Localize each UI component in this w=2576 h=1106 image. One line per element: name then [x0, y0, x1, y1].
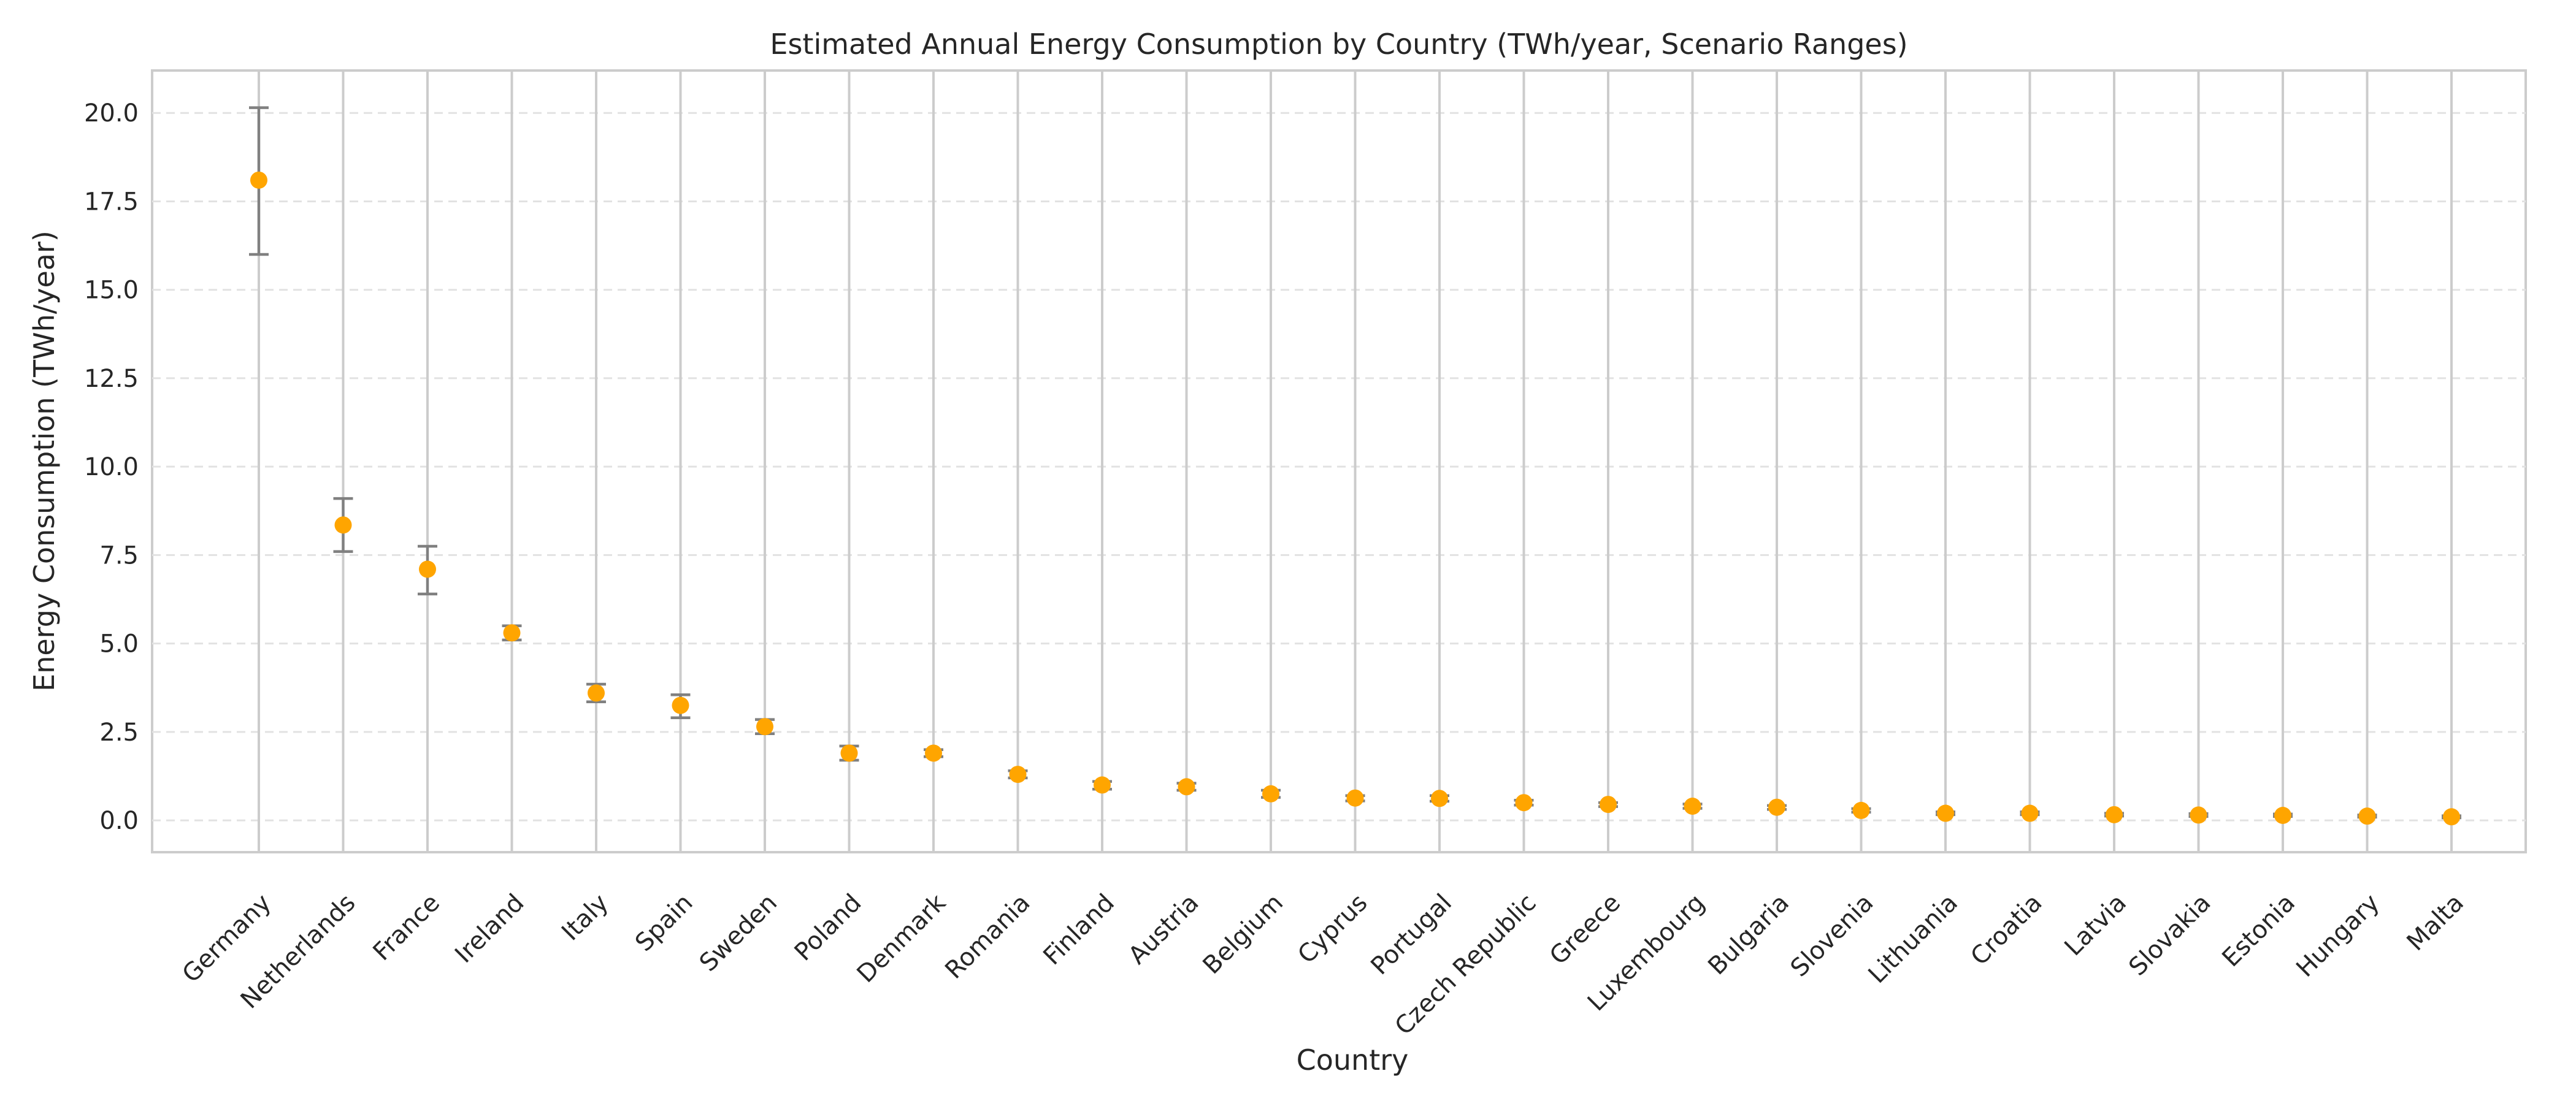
data-point: [925, 744, 942, 762]
y-tick-labels: 0.0 2.5 5.0 7.5 10.0 12.5 15.0 17.5 20.0: [84, 99, 139, 835]
plot-area: [151, 69, 2527, 853]
y-tick-label: 7.5: [99, 541, 139, 570]
x-tick-label: Latvia: [2059, 889, 2132, 962]
data-point: [588, 684, 605, 702]
data-point: [1937, 804, 1954, 822]
x-tick-label: Finland: [1038, 889, 1120, 971]
data-point: [2021, 804, 2039, 822]
grid-layer: [152, 71, 2526, 852]
x-tick-label: Poland: [789, 889, 867, 967]
x-tick-label: Sweden: [694, 889, 783, 977]
x-axis-label: Country: [1297, 1043, 1409, 1077]
x-tick-label: Belgium: [1198, 889, 1289, 980]
data-point: [1600, 796, 1617, 814]
y-tick-label: 5.0: [99, 630, 139, 658]
y-tick-label: 20.0: [84, 99, 139, 128]
data-point: [672, 696, 689, 714]
data-point: [1346, 789, 1364, 807]
data-point: [503, 624, 521, 642]
y-tick-label: 2.5: [99, 719, 139, 747]
data-point: [1178, 778, 1195, 796]
data-point: [840, 744, 858, 762]
x-tick-label: Ireland: [450, 889, 529, 969]
y-axis-label: Energy Consumption (TWh/year): [28, 231, 61, 692]
x-tick-label: Estonia: [2217, 889, 2301, 973]
x-tick-label: Lithuania: [1863, 889, 1964, 990]
x-tick-label: Malta: [2402, 889, 2470, 957]
data-point: [2190, 806, 2207, 824]
data-point: [1094, 776, 1111, 794]
y-tick-label: 10.0: [84, 453, 139, 481]
data-point: [1515, 794, 1533, 812]
data-point: [2358, 807, 2376, 825]
x-tick-label: Italy: [556, 889, 614, 947]
x-tick-label: Cyprus: [1292, 889, 1373, 969]
data-point: [419, 560, 436, 578]
x-tick-label: Spain: [630, 889, 699, 958]
point-layer: [250, 171, 2460, 826]
y-tick-label: 17.5: [84, 188, 139, 216]
x-tick-label: Croatia: [1965, 889, 2047, 971]
y-tick-label: 15.0: [84, 276, 139, 305]
x-tick-label: Greece: [1544, 889, 1626, 971]
data-point: [1768, 798, 1785, 816]
x-tick-label: Bulgaria: [1703, 889, 1795, 981]
x-tick-label: Hungary: [2291, 889, 2385, 983]
x-tick-label: Austria: [1123, 889, 1204, 970]
y-tick-label: 12.5: [84, 365, 139, 393]
data-point: [1684, 798, 1701, 815]
x-tick-label: Romania: [940, 889, 1035, 985]
data-point: [1852, 801, 1870, 819]
data-point: [2106, 806, 2123, 823]
data-point: [1009, 766, 1027, 784]
x-tick-label: Czech Republic: [1390, 889, 1542, 1041]
data-point: [1431, 790, 1448, 807]
data-point: [250, 171, 267, 189]
data-point: [334, 516, 352, 534]
y-tick-label: 0.0: [99, 807, 139, 835]
data-point: [1262, 785, 1279, 803]
x-tick-label: Slovakia: [2123, 889, 2216, 982]
x-tick-label: France: [367, 889, 445, 967]
chart-title: Estimated Annual Energy Consumption by C…: [770, 28, 1907, 61]
data-point: [756, 718, 773, 736]
x-tick-label: Denmark: [852, 888, 952, 988]
data-point: [2274, 807, 2291, 824]
data-point: [2443, 808, 2460, 826]
